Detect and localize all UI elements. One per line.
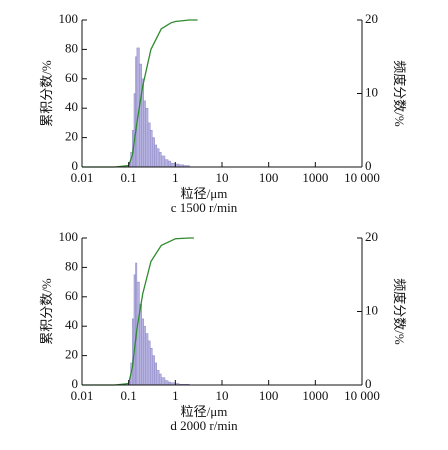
bar	[154, 144, 158, 168]
y-tick-label: 20	[65, 347, 78, 362]
x-tick-label: 100	[259, 170, 279, 185]
cumulative-line	[82, 237, 194, 386]
x-tick-label: 0.1	[121, 170, 137, 185]
x-tick-label: 0.1	[121, 388, 137, 403]
y-tick-label: 0	[72, 158, 79, 173]
y-axis-label: 累积分数/%	[39, 60, 54, 127]
y-tick-label: 80	[65, 258, 78, 273]
bar	[139, 63, 142, 168]
y-tick-label: 40	[65, 99, 78, 114]
y-tick-label: 80	[65, 40, 78, 55]
y-tick-label: 100	[59, 11, 79, 26]
x-tick-label: 10	[216, 170, 229, 185]
bar	[151, 355, 155, 386]
bar	[167, 160, 172, 168]
y2-tick-label: 10	[365, 84, 378, 99]
y-tick-label: 20	[65, 129, 78, 144]
bar	[151, 137, 155, 168]
x-tick-label: 1000	[302, 170, 328, 185]
bar	[158, 152, 162, 168]
bar	[139, 303, 142, 386]
bar	[149, 130, 153, 168]
x-tick-label: 1	[172, 170, 179, 185]
bar	[149, 348, 153, 386]
y2-tick-label: 20	[365, 229, 378, 244]
bar	[136, 281, 140, 386]
bar	[164, 159, 169, 168]
y-tick-label: 100	[59, 229, 79, 244]
y2-tick-label: 20	[365, 11, 378, 26]
bar	[156, 148, 160, 168]
x-tick-label: 10 000	[344, 170, 380, 185]
bar	[143, 100, 146, 168]
bar	[161, 377, 166, 386]
y2-axis-label: 频度分数/%	[392, 60, 407, 127]
x-tick-label: 1000	[302, 388, 328, 403]
bar	[145, 333, 149, 386]
subtitle: d 2000 r/min	[170, 418, 238, 433]
bar	[161, 155, 166, 168]
y-tick-label: 40	[65, 317, 78, 332]
y2-tick-label: 0	[365, 376, 372, 391]
y2-tick-label: 0	[365, 158, 372, 173]
x-tick-label: 100	[259, 388, 279, 403]
cumulative-line	[82, 19, 198, 168]
y2-tick-label: 10	[365, 302, 378, 317]
bar	[147, 340, 151, 386]
x-tick-label: 10 000	[344, 388, 380, 403]
bar	[156, 370, 160, 386]
y-tick-label: 60	[65, 70, 78, 85]
y-axis-label: 累积分数/%	[39, 278, 54, 345]
x-tick-label: 0.01	[71, 388, 94, 403]
y-tick-label: 60	[65, 288, 78, 303]
x-tick-label: 0.01	[71, 170, 94, 185]
bar	[143, 325, 146, 386]
y-tick-label: 0	[72, 376, 79, 391]
x-axis-label: 粒径/μm	[181, 186, 228, 201]
bar	[170, 163, 176, 168]
bar	[147, 122, 151, 168]
bar	[158, 373, 162, 386]
bar	[145, 107, 149, 168]
x-tick-label: 1	[172, 388, 179, 403]
subtitle: c 1500 r/min	[171, 200, 238, 215]
y2-axis-label: 频度分数/%	[392, 278, 407, 345]
bar	[154, 362, 158, 386]
bar	[141, 318, 144, 386]
bar	[164, 380, 169, 386]
x-axis-label: 粒径/μm	[181, 404, 228, 419]
x-tick-label: 10	[216, 388, 229, 403]
